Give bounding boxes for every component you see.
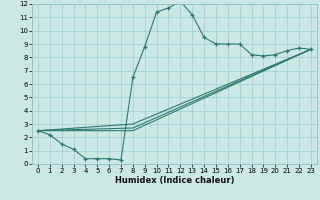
X-axis label: Humidex (Indice chaleur): Humidex (Indice chaleur) <box>115 176 234 185</box>
